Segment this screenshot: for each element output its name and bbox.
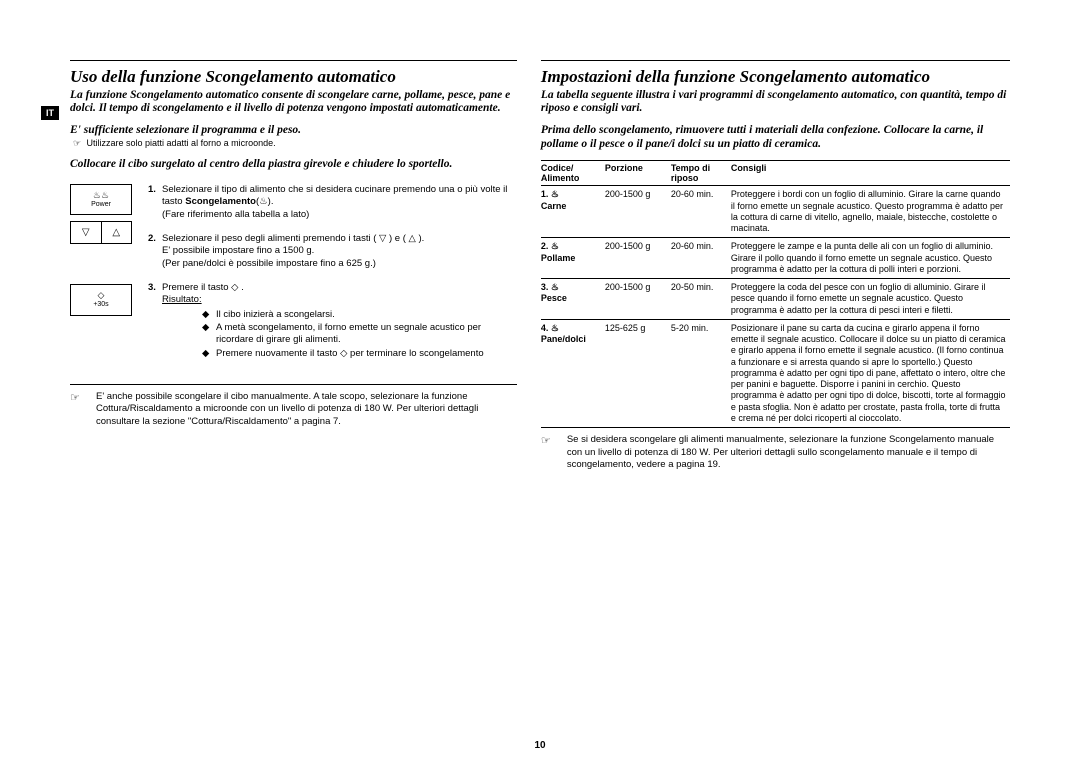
list-item: ◆A metà scongelamento, il forno emette u… bbox=[202, 322, 517, 347]
cell-portion: 200-1500 g bbox=[605, 279, 671, 320]
power-icon: ♨♨ bbox=[75, 191, 127, 201]
step-keyword: Scongelamento bbox=[185, 196, 256, 207]
cell-rest: 5-20 min. bbox=[671, 319, 731, 427]
defrost-table: Codice/ Alimento Porzione Tempo di ripos… bbox=[541, 160, 1010, 428]
down-arrow-icon: ▽ bbox=[71, 222, 102, 243]
bullet-text: Premere nuovamente il tasto ◇ per termin… bbox=[216, 348, 484, 360]
control-panel-illustration: ♨♨ Power ▽ △ ◇ +30s bbox=[70, 184, 132, 374]
cell-portion: 125-625 g bbox=[605, 319, 671, 427]
step-3: 3. Premere il tasto ◇ . Risultato: ◆Il c… bbox=[148, 282, 517, 362]
language-tab: IT bbox=[41, 106, 59, 120]
step-text: Selezionare il peso degli alimenti preme… bbox=[162, 233, 424, 244]
right-intro-1: La tabella seguente illustra i vari prog… bbox=[541, 89, 1010, 117]
left-subhead-1: E' sufficiente selezionare il programma … bbox=[70, 124, 517, 136]
header-portion: Porzione bbox=[605, 160, 671, 186]
cell-tips: Proteggere le zampe e la punta delle ali… bbox=[731, 238, 1010, 279]
header-tips: Consigli bbox=[731, 160, 1010, 186]
step-number: 1. bbox=[148, 184, 162, 221]
panel-start-button: ◇ +30s bbox=[70, 284, 132, 316]
cell-code: 1. ♨ Carne bbox=[541, 186, 605, 238]
cell-code: 3. ♨ Pesce bbox=[541, 279, 605, 320]
steps-list: 1. Selezionare il tipo di alimento che s… bbox=[148, 184, 517, 374]
footnote-text: E' anche possibile scongelare il cibo ma… bbox=[96, 391, 517, 428]
step-text: Premere il tasto ◇ . bbox=[162, 282, 244, 293]
left-subhead-2: Collocare il cibo surgelato al centro de… bbox=[70, 158, 517, 170]
left-footnote: ☞ E' anche possibile scongelare il cibo … bbox=[70, 384, 517, 428]
table-row: 4. ♨ Pane/dolci 125-625 g 5-20 min. Posi… bbox=[541, 319, 1010, 427]
footnote-text: Se si desidera scongelare gli alimenti m… bbox=[567, 434, 1010, 471]
cell-portion: 200-1500 g bbox=[605, 238, 671, 279]
step-text-b: (♨). bbox=[256, 196, 273, 207]
bullet-icon: ◆ bbox=[202, 322, 216, 347]
header-rest: Tempo di riposo bbox=[671, 160, 731, 186]
bullet-icon: ◆ bbox=[202, 348, 216, 360]
list-item: ◆Premere nuovamente il tasto ◇ per termi… bbox=[202, 348, 517, 360]
page-number: 10 bbox=[0, 740, 1080, 751]
step-number: 3. bbox=[148, 282, 162, 362]
list-item: ◆Il cibo inizierà a scongelarsi. bbox=[202, 309, 517, 321]
left-note-1: ☞ Utilizzare solo piatti adatti al forno… bbox=[70, 138, 517, 150]
left-title: Uso della funzione Scongelamento automat… bbox=[70, 67, 517, 87]
step-text-d: (Per pane/dolci è possibile impostare fi… bbox=[162, 258, 376, 269]
right-title: Impostazioni della funzione Scongelament… bbox=[541, 67, 1010, 87]
cell-rest: 20-60 min. bbox=[671, 186, 731, 238]
step-1: 1. Selezionare il tipo di alimento che s… bbox=[148, 184, 517, 221]
panel-updown: ▽ △ bbox=[70, 221, 132, 244]
right-footnote: ☞ Se si desidera scongelare gli alimenti… bbox=[541, 434, 1010, 471]
bullet-icon: ◆ bbox=[202, 309, 216, 321]
note-icon: ☞ bbox=[70, 138, 84, 150]
cell-rest: 20-60 min. bbox=[671, 238, 731, 279]
footnote-icon: ☞ bbox=[70, 391, 96, 428]
header-code: Codice/ Alimento bbox=[541, 160, 605, 186]
table-row: 3. ♨ Pesce 200-1500 g 20-50 min. Protegg… bbox=[541, 279, 1010, 320]
left-intro: La funzione Scongelamento automatico con… bbox=[70, 89, 517, 117]
step-2: 2. Selezionare il peso degli alimenti pr… bbox=[148, 233, 517, 270]
bullet-text: Il cibo inizierà a scongelarsi. bbox=[216, 309, 335, 321]
cell-code: 4. ♨ Pane/dolci bbox=[541, 319, 605, 427]
rule-top-left bbox=[70, 60, 517, 61]
step-text-c: (Fare riferimento alla tabella a lato) bbox=[162, 209, 309, 220]
table-row: 2. ♨ Pollame 200-1500 g 20-60 min. Prote… bbox=[541, 238, 1010, 279]
step-number: 2. bbox=[148, 233, 162, 270]
footnote-icon: ☞ bbox=[541, 434, 567, 471]
cell-tips: Posizionare il pane su carta da cucina e… bbox=[731, 319, 1010, 427]
cell-tips: Proteggere i bordi con un foglio di allu… bbox=[731, 186, 1010, 238]
note-text: Utilizzare solo piatti adatti al forno a… bbox=[87, 138, 276, 148]
right-intro-2: Prima dello scongelamento, rimuovere tut… bbox=[541, 124, 1010, 152]
result-label: Risultato: bbox=[162, 294, 202, 305]
power-label: Power bbox=[75, 201, 127, 209]
table-row: 1. ♨ Carne 200-1500 g 20-60 min. Protegg… bbox=[541, 186, 1010, 238]
bullet-text: A metà scongelamento, il forno emette un… bbox=[216, 322, 517, 347]
up-arrow-icon: △ bbox=[102, 222, 132, 243]
diamond-icon: ◇ bbox=[75, 291, 127, 301]
table-header-row: Codice/ Alimento Porzione Tempo di ripos… bbox=[541, 160, 1010, 186]
step-text-c: E' possibile impostare fino a 1500 g. bbox=[162, 245, 314, 256]
panel-power-button: ♨♨ Power bbox=[70, 184, 132, 216]
rule-top-right bbox=[541, 60, 1010, 61]
cell-tips: Proteggere la coda del pesce con un fogl… bbox=[731, 279, 1010, 320]
plus30s-label: +30s bbox=[75, 301, 127, 309]
cell-rest: 20-50 min. bbox=[671, 279, 731, 320]
cell-portion: 200-1500 g bbox=[605, 186, 671, 238]
cell-code: 2. ♨ Pollame bbox=[541, 238, 605, 279]
